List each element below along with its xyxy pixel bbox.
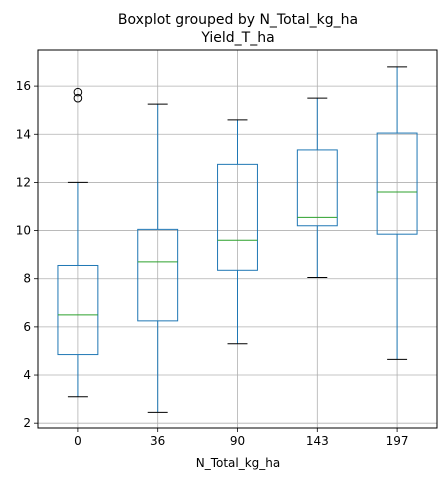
chart-title: Yield_T_ha: [200, 30, 274, 46]
grid: [38, 50, 437, 428]
box-group-36: [137, 103, 179, 413]
chart-suptitle: Boxplot grouped by N_Total_kg_ha: [118, 12, 358, 28]
y-tick-label: 12: [16, 175, 31, 189]
iqr-box: [217, 163, 258, 271]
y-tick-label: 6: [23, 320, 31, 334]
box-group-143: [296, 97, 338, 279]
y-tick-label: 10: [16, 224, 31, 238]
iqr-box: [296, 149, 338, 227]
boxes: [57, 66, 418, 413]
x-tick-label: 197: [386, 434, 409, 448]
iqr-box: [137, 228, 179, 322]
y-tick-label: 4: [23, 368, 31, 382]
y-tick-label: 2: [23, 416, 31, 430]
ticks: 2 4 6 8 10 12 14 16 0 36 90 143 197: [16, 79, 409, 448]
y-tick-label: 16: [16, 79, 31, 93]
x-tick-label: 0: [74, 434, 82, 448]
x-axis-label: N_Total_kg_ha: [196, 456, 281, 470]
iqr-box: [376, 132, 418, 235]
box-group-197: [376, 66, 418, 360]
outlier-point: [73, 87, 83, 97]
x-tick-label: 36: [150, 434, 165, 448]
x-tick-label: 90: [230, 434, 245, 448]
x-tick-label: 143: [306, 434, 329, 448]
box-group-90: [217, 119, 258, 345]
outlier-point: [73, 93, 83, 103]
plot-frame: [37, 49, 438, 429]
y-tick-label: 14: [16, 127, 31, 141]
iqr-box: [57, 264, 99, 356]
y-tick-label: 8: [23, 272, 31, 286]
box-group-0: [57, 87, 99, 398]
